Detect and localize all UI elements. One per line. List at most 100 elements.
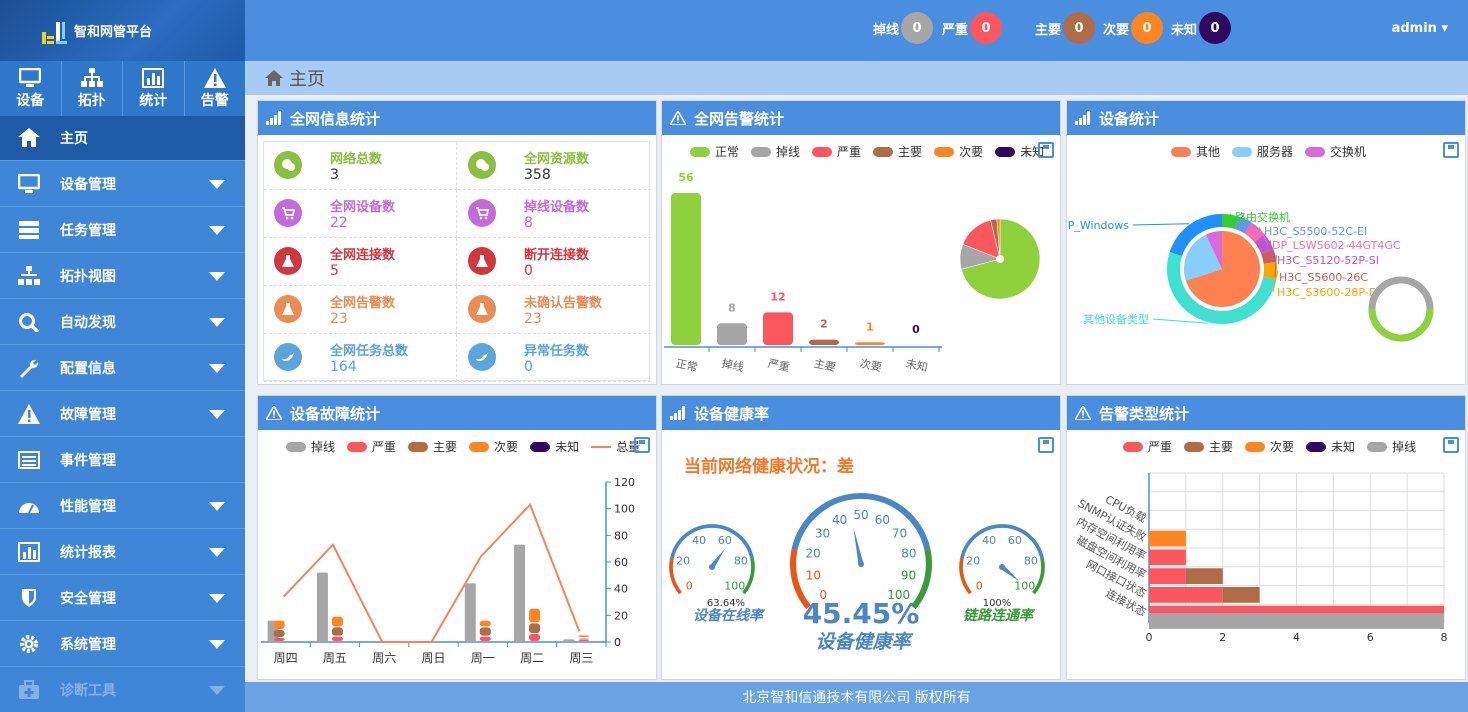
chart-legend: 严重 主要 次要 未知 掉线 [1123, 438, 1428, 455]
gauge-label: 设备在线率 [693, 607, 766, 624]
legend-swatch [812, 146, 833, 157]
quick-nav-alarm[interactable]: 告警 [185, 61, 246, 116]
bar-offline [563, 639, 575, 642]
quick-nav-label: 设备 [16, 92, 45, 109]
slice-label: 其他设备类型 [1083, 312, 1149, 326]
legend-item[interactable]: 交换机 [1305, 143, 1366, 160]
menu-item-sitemap[interactable]: 拓扑视图 [0, 253, 245, 299]
tick-label: 严重 [767, 356, 791, 374]
chevron-down-icon[interactable] [209, 686, 225, 695]
stat-cell: 断开连接数 0 [458, 238, 651, 286]
chevron-down-icon[interactable] [209, 364, 225, 373]
save-icon[interactable] [1443, 142, 1459, 158]
flask-icon [468, 247, 496, 275]
chevron-down-icon[interactable] [209, 548, 225, 557]
legend-item[interactable]: 掉线 [286, 438, 335, 455]
menu-item-label: 拓扑视图 [60, 268, 116, 285]
menu-item-wrench[interactable]: 配置信息 [0, 345, 245, 391]
bar-stack [479, 620, 491, 627]
legend-item[interactable]: 主要 [1184, 438, 1233, 455]
alarm-badge-2[interactable]: 主要 0 [1035, 12, 1096, 44]
bar-stack [273, 620, 285, 629]
alarm-badge-0[interactable]: 掉线 0 [873, 12, 934, 44]
legend-item[interactable]: 掉线 [751, 143, 800, 160]
x-tick-label: 2 [1219, 631, 1226, 644]
page-title: 主页 [289, 69, 325, 90]
stat-label: 断开连接数 [524, 248, 590, 263]
legend-item[interactable]: 未知 [1306, 438, 1355, 455]
quick-nav-topology[interactable]: 拓扑 [62, 61, 123, 116]
menu-item-dashboard[interactable]: 性能管理 [0, 483, 245, 529]
legend-item[interactable]: 掉线 [1367, 438, 1416, 455]
save-icon[interactable] [634, 437, 650, 453]
legend-item[interactable]: 次要 [934, 143, 983, 160]
legend-label: 次要 [959, 145, 984, 159]
logo[interactable]: 智和网管平台 [0, 0, 245, 61]
chevron-down-icon[interactable] [209, 226, 225, 235]
menu-item-warning[interactable]: 故障管理 [0, 391, 245, 437]
gauge-tick-label: 100 [887, 588, 910, 602]
alarm-badge-count: 0 [1063, 12, 1096, 44]
gauge-arc-low [789, 548, 812, 610]
menu-item-search[interactable]: 自动发现 [0, 299, 245, 345]
gauge-tick-label: 70 [892, 527, 907, 541]
user-menu[interactable]: admin ▾ [1391, 21, 1448, 36]
gauge-tick-label: 0 [819, 588, 827, 602]
alarm-type-chart: 0 2 4 6 8CPU负载SNMP认证失败内存空间利用率磁盘空间利用率网口接口状态连接… [1074, 472, 1448, 644]
legend-item[interactable]: 严重 [812, 143, 861, 160]
signal-icon [266, 111, 281, 125]
legend-item[interactable]: 次要 [1245, 438, 1294, 455]
legend-label: 掉线 [776, 145, 801, 159]
home-icon[interactable] [265, 70, 283, 86]
save-icon[interactable] [1038, 437, 1054, 453]
legend-item[interactable]: 未知 [530, 438, 579, 455]
legend-item[interactable]: 主要 [408, 438, 457, 455]
legend-label: 未知 [1331, 440, 1356, 454]
chevron-down-icon[interactable] [209, 272, 225, 281]
alarm-badge-3[interactable]: 次要 0 [1103, 12, 1164, 44]
menu-item-medkit[interactable]: 诊断工具 [0, 667, 245, 712]
legend-swatch [1232, 146, 1253, 157]
menu-item-server[interactable]: 任务管理 [0, 207, 245, 253]
stat-value: 0 [524, 263, 533, 279]
chevron-down-icon[interactable] [209, 410, 225, 419]
legend-swatch [1184, 441, 1205, 452]
legend-item[interactable]: 次要 [469, 438, 518, 455]
donut-slice [1184, 234, 1222, 281]
panel-header: 全网信息统计 [258, 101, 656, 135]
alarm-badge-4[interactable]: 未知 0 [1171, 12, 1232, 44]
label-line [1258, 226, 1269, 246]
legend-item[interactable]: 严重 [1123, 438, 1172, 455]
bar-stack [578, 639, 590, 641]
quick-nav-device[interactable]: 设备 [0, 61, 62, 116]
chevron-down-icon[interactable] [209, 180, 225, 189]
bar-1 [717, 323, 747, 345]
chevron-down-icon[interactable] [209, 640, 225, 649]
save-icon[interactable] [1443, 437, 1459, 453]
quick-nav-stats[interactable]: 统计 [123, 61, 185, 116]
bar-3 [809, 339, 839, 345]
chevron-down-icon[interactable] [209, 594, 225, 603]
save-icon[interactable] [1038, 142, 1054, 158]
gauge-tick-label: 90 [901, 569, 916, 583]
legend-item[interactable]: 其他 [1171, 143, 1220, 160]
menu-item-monitor[interactable]: 设备管理 [0, 161, 245, 207]
chevron-down-icon[interactable] [209, 318, 225, 327]
donut-slice [1185, 231, 1260, 307]
alarm-badge-1[interactable]: 严重 0 [942, 12, 1003, 44]
monitor-icon [16, 173, 42, 194]
shield-icon [22, 588, 36, 607]
bar-stack [578, 635, 590, 637]
legend-item[interactable]: 主要 [873, 143, 922, 160]
menu-item-shield[interactable]: 安全管理 [0, 575, 245, 621]
legend-item[interactable]: 正常 [690, 143, 739, 160]
chevron-down-icon[interactable] [209, 502, 225, 511]
menu-item-home[interactable]: 主页 [0, 116, 245, 161]
legend-item[interactable]: 严重 [347, 438, 396, 455]
footer: 北京智和信通技术有限公司 版权所有 [245, 682, 1468, 712]
menu-item-gear[interactable]: 系统管理 [0, 621, 245, 667]
menu-item-bar-chart[interactable]: 统计报表 [0, 529, 245, 575]
legend-item[interactable]: 服务器 [1232, 143, 1293, 160]
stat-cell: 全网任务总数 164 [264, 334, 457, 382]
menu-item-list[interactable]: 事件管理 [0, 437, 245, 483]
